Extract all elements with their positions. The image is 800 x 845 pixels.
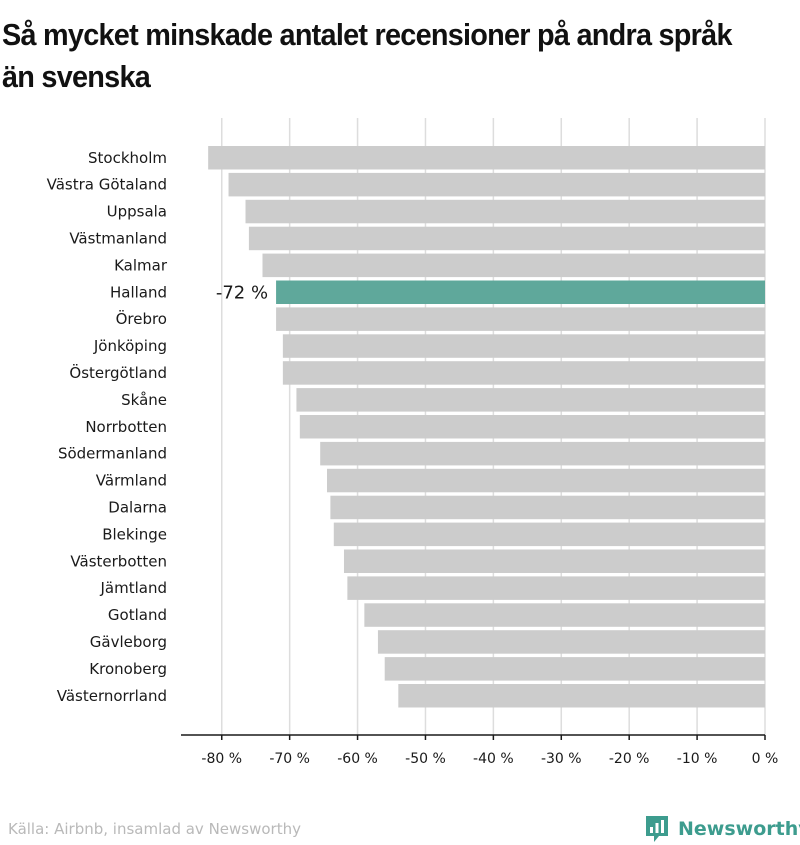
x-tick-label: -40 %: [473, 751, 514, 767]
category-label: Dalarna: [108, 498, 167, 516]
category-label: Uppsala: [107, 203, 167, 221]
bar: [330, 495, 765, 520]
bar: [282, 334, 765, 358]
category-label: Blekinge: [102, 525, 167, 543]
bar: [245, 199, 766, 224]
newsworthy-logo-icon: [646, 816, 668, 842]
bar: [347, 576, 765, 600]
bar-highlighted: [276, 280, 765, 304]
category-labels: Stockholm Västra Götaland Uppsala Västmanla…: [47, 149, 268, 705]
x-tick-label: 0 %: [752, 751, 779, 767]
bar: [377, 630, 765, 654]
bar: [364, 603, 765, 627]
category-label: Gävleborg: [90, 633, 167, 651]
value-label: -72 %: [216, 282, 268, 303]
bar: [333, 522, 765, 547]
bar-chart: Stockholm Västra Götaland Uppsala Västmanla…: [47, 118, 779, 767]
category-label: Södermanland: [58, 445, 167, 463]
category-label: Västra Götaland: [47, 176, 167, 194]
x-tick-label: -10 %: [677, 751, 718, 767]
x-tick-label: -80 %: [201, 751, 242, 767]
bar: [299, 415, 765, 439]
bar: [228, 172, 765, 197]
bar: [296, 388, 765, 412]
bar: [208, 146, 766, 170]
brand-name: Newsworthy: [678, 818, 800, 840]
bar: [343, 549, 765, 573]
category-label: Halland: [110, 283, 167, 301]
category-label: Västerbotten: [70, 552, 167, 570]
category-label: Östergötland: [69, 363, 167, 382]
brand-logo: Newsworthy: [644, 814, 800, 844]
bar: [248, 226, 765, 251]
category-label: Jönköping: [93, 337, 167, 355]
category-label: Skåne: [121, 391, 167, 409]
bar: [276, 307, 765, 331]
category-label: Örebro: [116, 309, 167, 328]
bar: [262, 253, 765, 278]
bar: [398, 684, 765, 708]
x-tick-label: -30 %: [541, 751, 582, 767]
source-note: Källa: Airbnb, insamlad av Newsworthy: [8, 820, 301, 838]
bars: [208, 146, 766, 708]
x-tick-label: -70 %: [269, 751, 310, 767]
bar: [282, 361, 765, 385]
x-axis: -80 % -70 % -60 % -50 % -40 % -30 % -20 % -10 %…: [181, 734, 779, 767]
bar: [327, 468, 765, 493]
category-label: Kronoberg: [89, 660, 167, 678]
category-label: Kalmar: [114, 256, 168, 274]
category-label: Stockholm: [88, 149, 167, 167]
category-label: Värmland: [96, 472, 167, 490]
category-label: Gotland: [108, 606, 167, 624]
x-tick-label: -20 %: [609, 751, 650, 767]
x-tick-label: -50 %: [405, 751, 446, 767]
category-label: Jämtland: [100, 579, 168, 597]
category-label: Västmanland: [69, 229, 167, 247]
bar: [384, 657, 765, 681]
chart-title: Så mycket minskade antalet recensioner p…: [2, 17, 732, 94]
x-tick-label: -60 %: [337, 751, 378, 767]
category-label: Västernorrland: [57, 687, 167, 705]
category-label: Norrbotten: [85, 418, 167, 436]
bar: [320, 441, 765, 466]
